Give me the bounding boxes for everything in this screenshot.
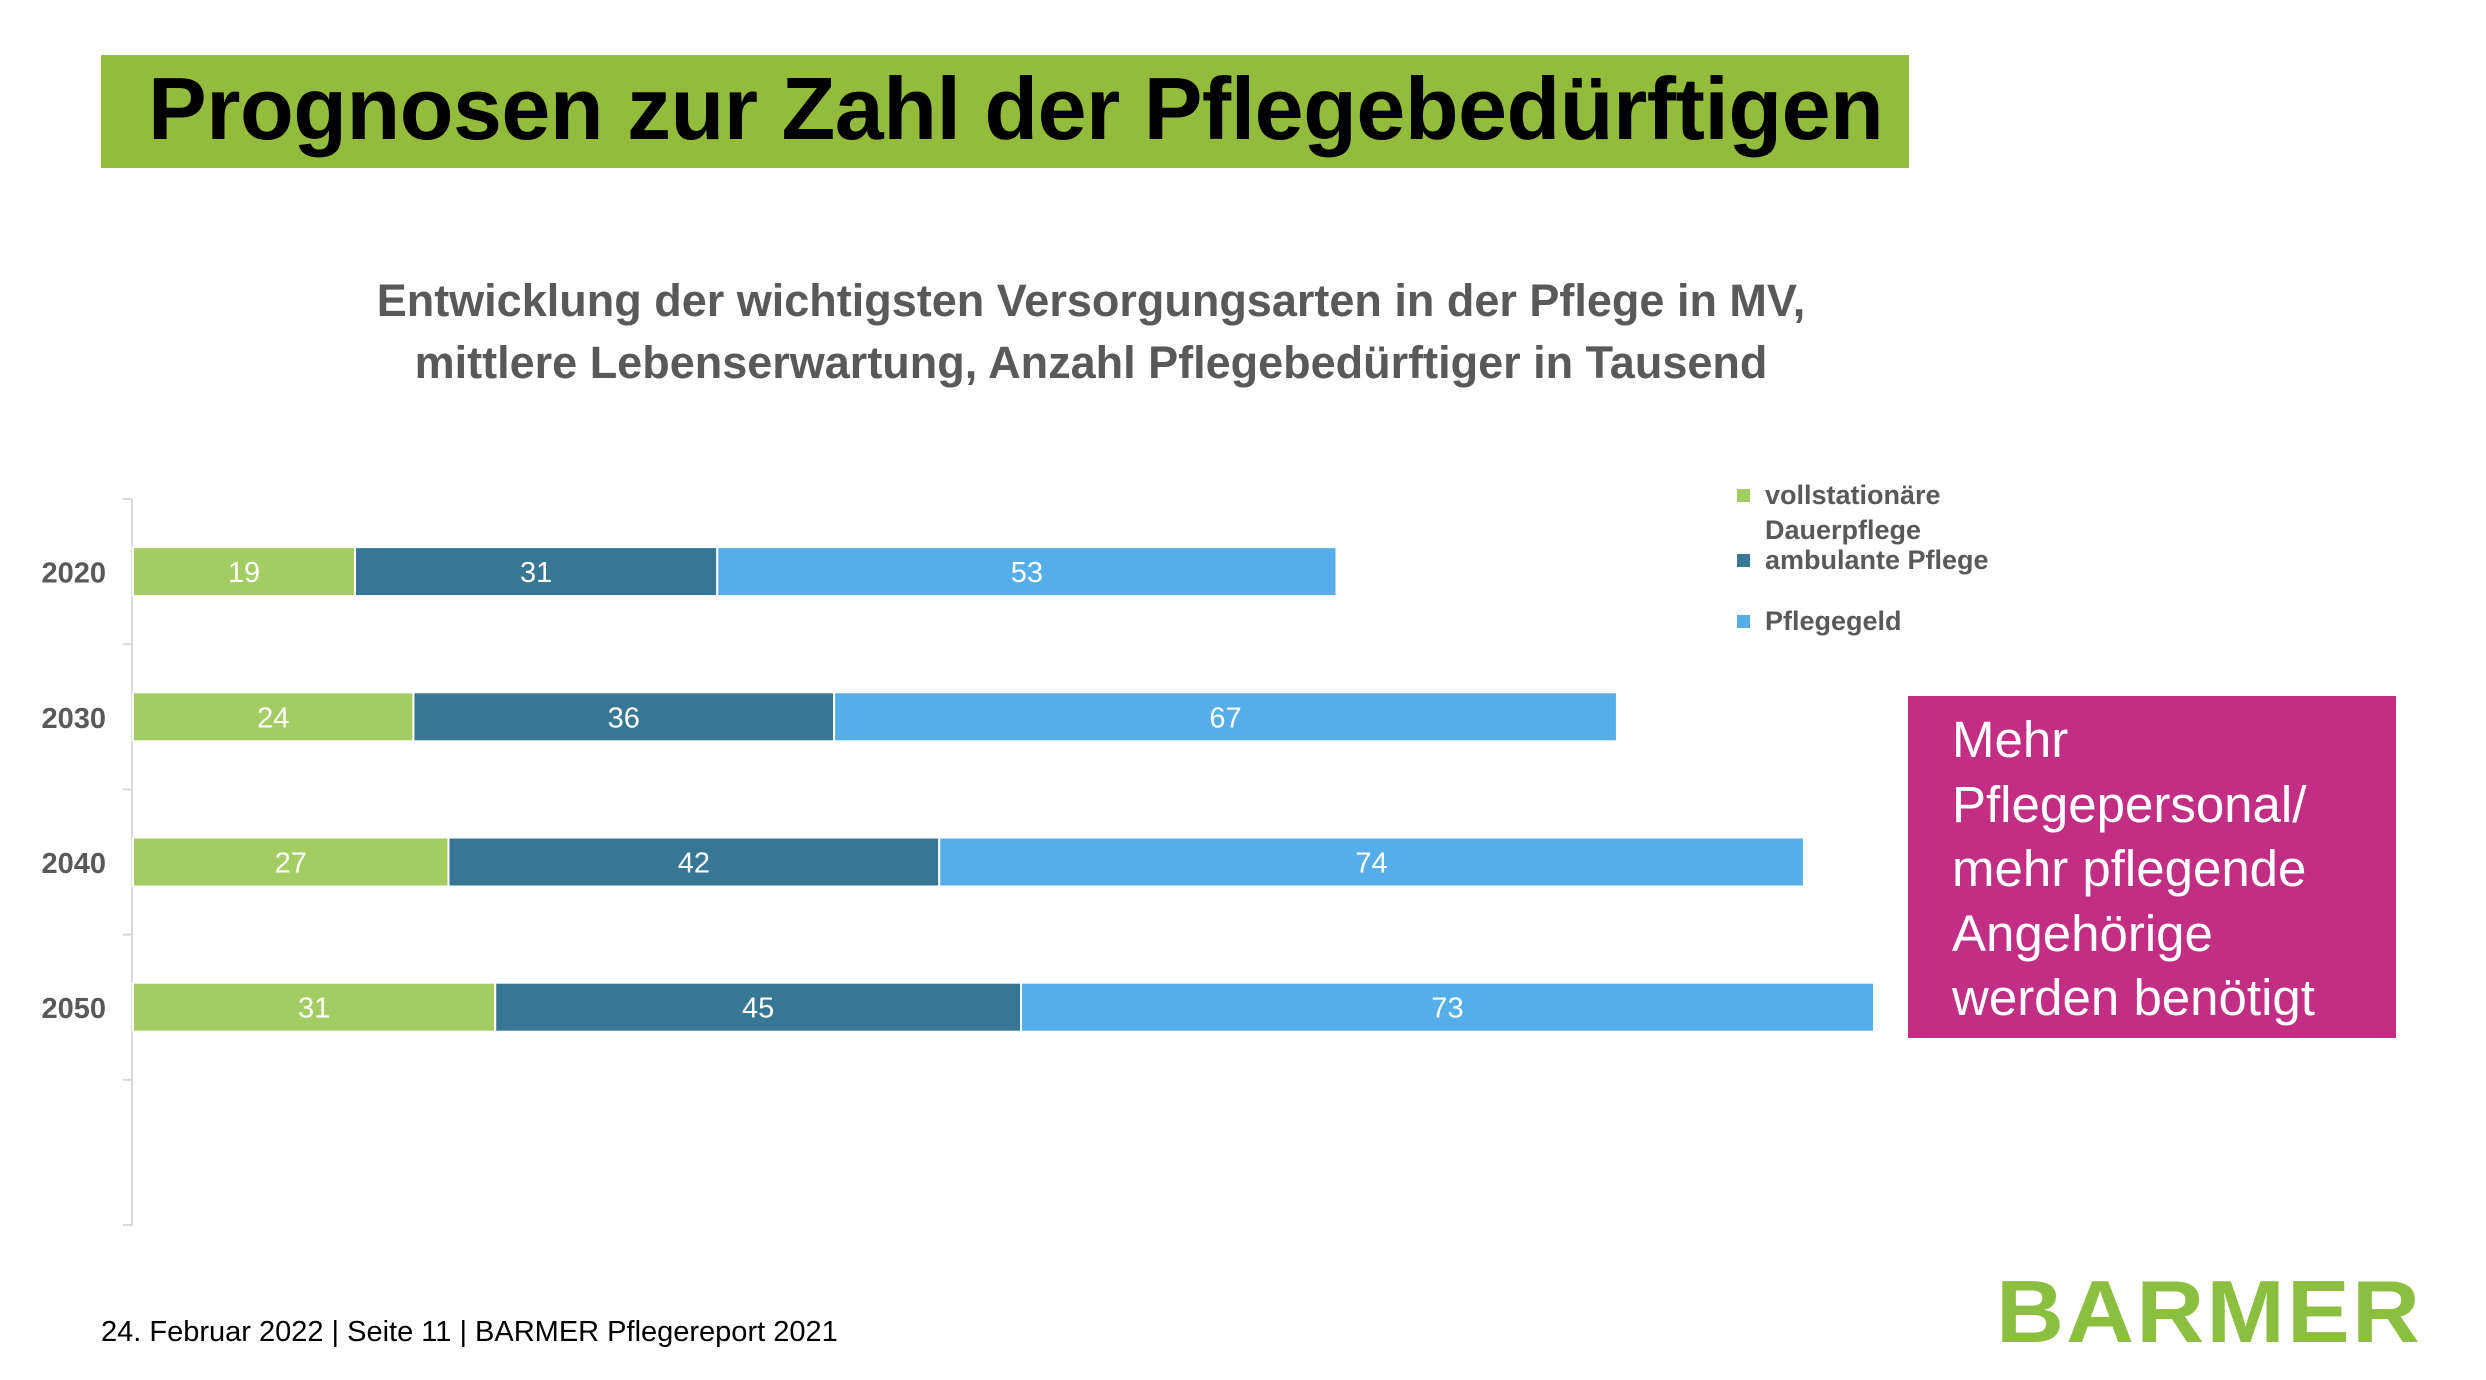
chart-title-line-1: Entwicklung der wichtigsten Versorgungsa… xyxy=(376,275,1806,326)
chart-title: Entwicklung der wichtigsten Versorgungsa… xyxy=(230,270,1952,394)
bar-segment xyxy=(833,691,1618,743)
data-label: 53 xyxy=(1011,557,1043,589)
footer-text: 24. Februar 2022 | Seite 11 | BARMER Pfl… xyxy=(101,1316,838,1348)
bar-segment xyxy=(938,836,1805,888)
bar-segment xyxy=(412,691,836,743)
bar-segment xyxy=(494,981,1023,1033)
data-label: 73 xyxy=(1431,993,1463,1025)
callout-line-5: werden benötigt xyxy=(1952,969,2315,1026)
barmer-logo: BARMER xyxy=(1996,1262,2423,1361)
legend-label-line: Dauerpflege xyxy=(1765,515,1922,545)
y-tick-label: 2020 xyxy=(41,558,106,590)
legend-label-line: vollstationäre xyxy=(1765,480,1941,510)
bar-segment xyxy=(447,836,941,888)
legend-label: Pflegegeld xyxy=(1765,604,1902,639)
legend-label-line: Pflegegeld xyxy=(1765,606,1902,636)
bar-segment xyxy=(132,836,450,888)
data-label: 31 xyxy=(298,993,330,1025)
legend-label-line: ambulante Pflege xyxy=(1765,545,1989,575)
slide-title: Prognosen zur Zahl der Pflegebedürftigen xyxy=(148,59,1884,158)
data-label: 67 xyxy=(1209,702,1241,734)
title-banner: Prognosen zur Zahl der Pflegebedürftigen xyxy=(101,55,1909,168)
callout-box: Mehr Pflegepersonal/ mehr pflegende Ange… xyxy=(1908,696,2396,1038)
callout-line-1: Mehr xyxy=(1952,711,2069,768)
data-label: 27 xyxy=(275,848,307,880)
bar-segment xyxy=(354,546,719,598)
chart-title-line-2: mittlere Lebenserwartung, Anzahl Pflegeb… xyxy=(414,337,1768,388)
data-label: 42 xyxy=(678,848,710,880)
bar-segment xyxy=(132,691,415,743)
bar-segment xyxy=(1020,981,1875,1033)
bar-segment xyxy=(132,981,497,1033)
data-label: 74 xyxy=(1355,848,1387,880)
data-label: 31 xyxy=(520,557,552,589)
y-tick-label: 2050 xyxy=(41,993,106,1025)
callout-line-2: Pflegepersonal/ xyxy=(1952,775,2307,833)
bar-segment xyxy=(132,546,357,598)
data-label: 36 xyxy=(608,702,640,734)
legend-swatch xyxy=(1737,489,1750,502)
legend-swatch xyxy=(1737,554,1750,567)
callout-line-3: mehr pflegende xyxy=(1952,840,2307,897)
y-tick-label: 2040 xyxy=(41,848,106,880)
legend-label: ambulante Pflege xyxy=(1765,543,1989,578)
y-tick-label: 2030 xyxy=(41,703,106,735)
data-label: 24 xyxy=(257,702,289,734)
data-label: 45 xyxy=(742,993,774,1025)
legend-swatch xyxy=(1737,615,1750,628)
legend-label: vollstationäre Dauerpflege xyxy=(1765,478,1941,548)
callout-line-4: Angehörige xyxy=(1952,904,2213,962)
callout-text: Mehr Pflegepersonal/ mehr pflegende Ange… xyxy=(1952,708,2315,1031)
bar-segment xyxy=(716,546,1338,598)
data-label: 19 xyxy=(228,557,260,589)
